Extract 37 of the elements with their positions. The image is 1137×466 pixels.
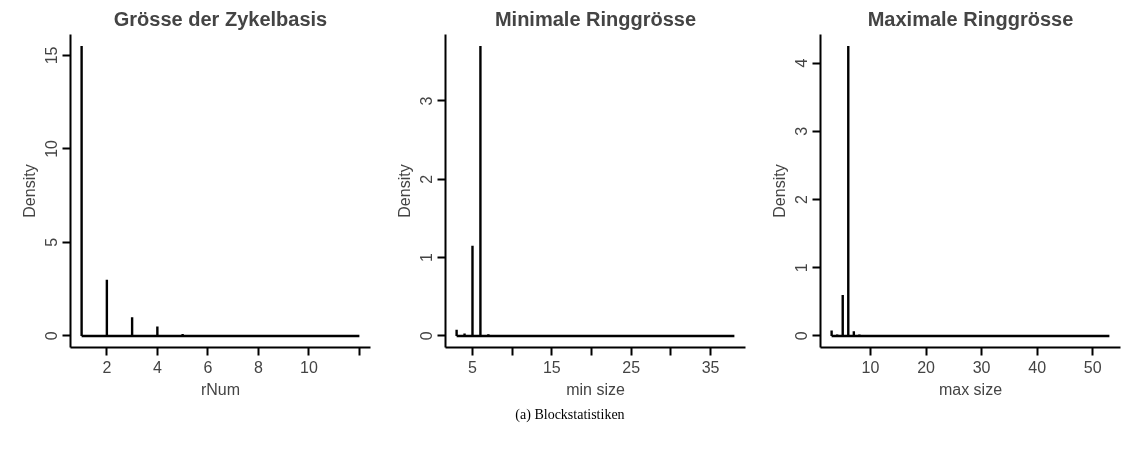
x-tick-label: 10 bbox=[299, 358, 318, 376]
x-tick-label: 5 bbox=[468, 358, 478, 376]
y-tick-label: 4 bbox=[793, 58, 811, 68]
x-tick-label: 8 bbox=[253, 358, 263, 376]
y-tick-label: 0 bbox=[43, 331, 61, 341]
y-tick-label: 0 bbox=[793, 331, 811, 341]
x-tick-label: 40 bbox=[1028, 358, 1047, 376]
y-tick-label: 0 bbox=[418, 331, 436, 341]
x-tick-label: 25 bbox=[622, 358, 641, 376]
x-axis-title: rNum bbox=[200, 380, 241, 398]
y-tick-label: 1 bbox=[793, 263, 811, 273]
x-tick-label: 4 bbox=[152, 358, 162, 376]
x-tick-label: 10 bbox=[861, 358, 880, 376]
y-tick-label: 1 bbox=[418, 253, 436, 263]
y-tick-label: 2 bbox=[418, 174, 436, 184]
x-tick-label: 6 bbox=[203, 358, 213, 376]
x-tick-label: 20 bbox=[917, 358, 936, 376]
y-tick-label: 3 bbox=[418, 96, 436, 106]
y-tick-label: 2 bbox=[793, 194, 811, 204]
y-tick-label: 10 bbox=[43, 139, 61, 158]
text: (a) Blockstatistiken bbox=[515, 406, 625, 424]
x-tick-label: 35 bbox=[701, 358, 720, 376]
y-axis-title: Density bbox=[770, 164, 788, 218]
chart-title: Grösse der Zykelbasis bbox=[113, 7, 328, 30]
x-tick-label: 30 bbox=[972, 358, 991, 376]
x-axis-title: min size bbox=[566, 380, 625, 398]
x-tick-label: 2 bbox=[102, 358, 112, 376]
y-tick-label: 3 bbox=[793, 126, 811, 136]
x-tick-label: 15 bbox=[542, 358, 561, 376]
y-tick-label: 5 bbox=[43, 237, 61, 247]
x-tick-label: 50 bbox=[1083, 358, 1102, 376]
y-axis-title: Density bbox=[395, 164, 413, 218]
chart-title: Minimale Ringgrösse bbox=[494, 7, 697, 30]
y-axis-title: Density bbox=[20, 164, 38, 218]
chart-title: Maximale Ringgrösse bbox=[867, 7, 1074, 30]
x-axis-title: max size bbox=[938, 380, 1003, 398]
y-tick-label: 15 bbox=[43, 46, 61, 65]
